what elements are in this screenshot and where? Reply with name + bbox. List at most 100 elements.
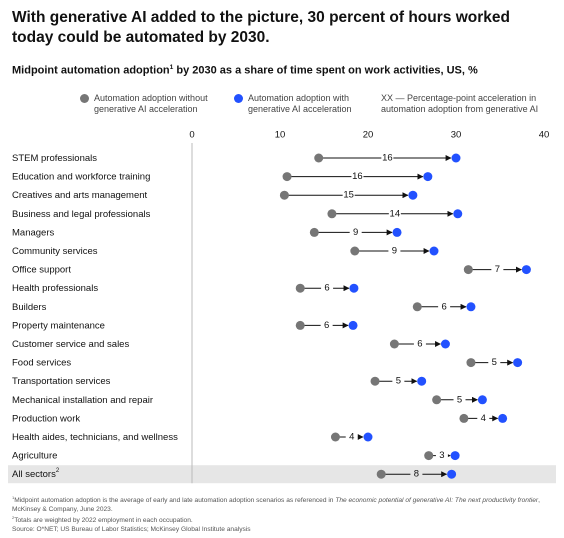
footnote-marker: 1 bbox=[169, 64, 174, 71]
category-text: Production work bbox=[12, 413, 80, 424]
dot-with-genai bbox=[521, 265, 531, 275]
acceleration-label: 9 bbox=[392, 246, 397, 257]
dot-with-genai bbox=[417, 376, 427, 386]
category-label: All sectors2 bbox=[12, 468, 60, 480]
label-background bbox=[388, 245, 401, 257]
acceleration-label: 5 bbox=[396, 376, 401, 387]
dot-without-genai bbox=[282, 172, 292, 182]
dot-without-genai bbox=[350, 246, 360, 256]
x-tick-label: 40 bbox=[539, 130, 550, 141]
label-background bbox=[321, 282, 334, 295]
category-text: STEM professionals bbox=[12, 153, 97, 164]
dot-with-genai bbox=[392, 227, 402, 237]
footnote: 2Totals are weighted by 2022 employment … bbox=[12, 514, 557, 526]
dot-with-genai bbox=[466, 302, 476, 312]
label-background bbox=[342, 189, 355, 202]
dot-with-genai bbox=[453, 209, 463, 219]
label-background bbox=[435, 449, 448, 462]
footnote-text: Totals are weighted by 2022 employment i… bbox=[14, 517, 193, 525]
category-label: Mechanical installation and repair bbox=[12, 394, 153, 405]
dot-with-genai bbox=[513, 358, 523, 368]
dot-without-genai bbox=[424, 451, 434, 461]
dot-with-genai bbox=[450, 451, 460, 461]
acceleration-label: 6 bbox=[324, 283, 329, 294]
acceleration-label: 6 bbox=[417, 339, 422, 350]
category-text: Health aides, technicians, and wellness bbox=[12, 432, 178, 443]
acceleration-label: 9 bbox=[353, 227, 358, 238]
category-text: Mechanical installation and repair bbox=[12, 394, 153, 405]
category-label: Community services bbox=[12, 246, 98, 257]
dot-without-genai bbox=[412, 302, 422, 312]
category-label: Office support bbox=[12, 264, 71, 275]
acceleration-label: 16 bbox=[382, 153, 393, 164]
footnote-text: , McKinsey & Company, June 2023. bbox=[12, 497, 540, 513]
category-text: Health professionals bbox=[12, 283, 98, 294]
acceleration-label: 7 bbox=[495, 264, 500, 275]
acceleration-label: 8 bbox=[414, 469, 419, 480]
label-background bbox=[345, 431, 358, 443]
dot-with-genai bbox=[429, 246, 439, 256]
subtitle-text: by 2030 as a share of time spent on work… bbox=[173, 64, 478, 77]
category-label: Business and legal professionals bbox=[12, 208, 151, 219]
category-label: Creatives and arts management bbox=[12, 190, 148, 201]
footnote-marker: 1 bbox=[12, 495, 15, 500]
label-background bbox=[488, 356, 501, 369]
category-text: Business and legal professionals bbox=[12, 208, 151, 219]
label-background bbox=[388, 207, 401, 220]
dot-with-genai bbox=[477, 395, 487, 405]
dot-without-genai bbox=[295, 283, 305, 293]
category-text: Customer service and sales bbox=[12, 339, 129, 350]
dot-with-genai bbox=[408, 190, 418, 200]
acceleration-label: 4 bbox=[349, 432, 354, 443]
label-background bbox=[413, 338, 426, 350]
category-text: Education and workforce training bbox=[12, 171, 150, 182]
dot-without-genai bbox=[330, 432, 340, 442]
category-text: Office support bbox=[12, 264, 71, 275]
chart: 0 10 20 30 40 STEM professionals 16 Education a… bbox=[8, 130, 556, 484]
category-text: Food services bbox=[12, 357, 71, 368]
acceleration-label: 4 bbox=[481, 413, 486, 424]
dot-with-genai bbox=[451, 153, 461, 163]
category-label: Health aides, technicians, and wellness bbox=[12, 432, 178, 443]
dot-with-genai bbox=[349, 283, 359, 293]
label-background bbox=[392, 375, 405, 388]
acceleration-label: 3 bbox=[439, 450, 444, 461]
legend-swatch bbox=[80, 94, 89, 103]
category-label: Production work bbox=[12, 413, 80, 424]
category-label: Agriculture bbox=[12, 450, 57, 461]
legend-note: XX — Percentage-point acceleration in au… bbox=[381, 93, 539, 114]
acceleration-label: 5 bbox=[457, 394, 462, 405]
x-tick-label: 10 bbox=[275, 130, 286, 141]
label-background bbox=[453, 393, 466, 406]
footnote-text: The economic potential of generative AI:… bbox=[335, 497, 539, 505]
category-label: Property maintenance bbox=[12, 320, 105, 331]
footnote-text: Midpoint automation adoption is the aver… bbox=[14, 497, 336, 505]
category-label: Health professionals bbox=[12, 283, 98, 294]
footnote-marker: 2 bbox=[56, 468, 60, 474]
category-label: Builders bbox=[12, 301, 47, 312]
dot-with-genai bbox=[447, 469, 457, 479]
dot-without-genai bbox=[463, 265, 473, 275]
footnote-marker: 2 bbox=[12, 515, 15, 521]
subtitle-text: Midpoint automation adoption bbox=[12, 64, 170, 77]
category-text: Creatives and arts management bbox=[12, 190, 148, 201]
label-background bbox=[349, 226, 362, 239]
source: Source: O*NET; US Bureau of Labor Statis… bbox=[12, 525, 251, 533]
category-text: Property maintenance bbox=[12, 320, 105, 331]
legend-label: Automation adoption without generative A… bbox=[94, 93, 208, 114]
dot-without-genai bbox=[309, 227, 319, 237]
footnotes: 1Midpoint automation adoption is the ave… bbox=[12, 494, 557, 534]
category-label: Food services bbox=[12, 357, 71, 368]
chart-title: With generative AI added to the picture,… bbox=[12, 9, 510, 46]
label-background bbox=[381, 152, 394, 164]
dot-without-genai bbox=[432, 395, 442, 405]
x-tick-label: 30 bbox=[451, 130, 462, 141]
dot-with-genai bbox=[363, 432, 373, 442]
dot-without-genai bbox=[376, 469, 386, 479]
label-background bbox=[438, 300, 451, 313]
footnote: 1Midpoint automation adoption is the ave… bbox=[12, 494, 557, 514]
category-label: Education and workforce training bbox=[12, 171, 150, 182]
category-label: Transportation services bbox=[12, 376, 111, 387]
category-text: Managers bbox=[12, 227, 54, 238]
